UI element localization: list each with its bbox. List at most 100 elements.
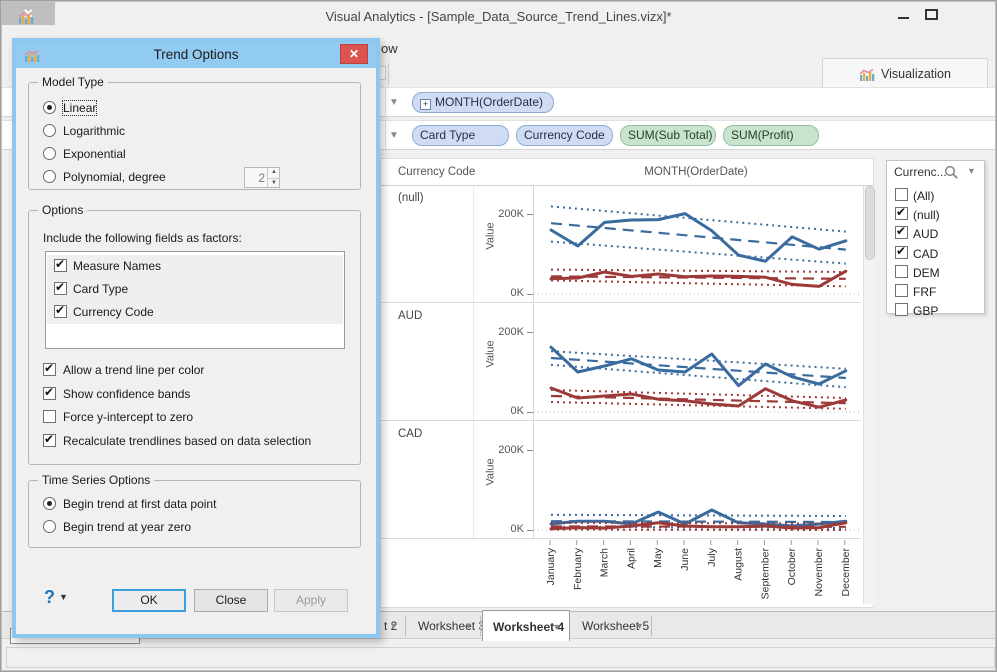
shelf-dropdown-icon[interactable]: ▼ bbox=[389, 97, 399, 108]
checkbox-label[interactable]: Show confidence bands bbox=[63, 386, 191, 401]
radio-unselected[interactable] bbox=[43, 520, 56, 533]
search-icon[interactable] bbox=[944, 165, 959, 180]
spinner-up-icon[interactable]: ▲ bbox=[271, 169, 277, 175]
panel-plot-AUD[interactable] bbox=[533, 304, 859, 421]
checkbox-unchecked[interactable] bbox=[895, 284, 908, 297]
window-title: Visual Analytics - [Sample_Data_Source_T… bbox=[325, 9, 672, 24]
radio-label[interactable]: Polynomial, degree bbox=[63, 170, 166, 184]
radio-unselected[interactable] bbox=[43, 124, 56, 137]
checkbox-checked[interactable]: ✔ bbox=[895, 205, 908, 221]
checkbox-unchecked[interactable] bbox=[895, 264, 908, 278]
worksheet-tab-t-2[interactable]: t 2 ▼ bbox=[374, 612, 406, 640]
radio-label[interactable]: Begin trend at first data point bbox=[63, 497, 217, 511]
svg-text:May: May bbox=[652, 547, 664, 568]
factors-label: Include the following fields as factors: bbox=[43, 231, 242, 245]
pill-currency-code[interactable]: Currency Code bbox=[516, 125, 613, 146]
worksheet-tab-worksheet-5[interactable]: Worksheet 5 ▼ bbox=[572, 612, 652, 640]
svg-text:March: March bbox=[599, 548, 611, 577]
pill-sum-sub-total-[interactable]: SUM(Sub Total) bbox=[620, 125, 716, 146]
checkbox-checked[interactable]: ✔ bbox=[54, 303, 67, 318]
maximize-button[interactable] bbox=[918, 2, 944, 26]
filter-item-label: AUD bbox=[913, 227, 939, 242]
close-button[interactable]: ✕ bbox=[2, 2, 55, 25]
checkbox-label[interactable]: Recalculate trendlines based on data sel… bbox=[63, 433, 312, 448]
check-icon: ✔ bbox=[896, 243, 907, 258]
checkbox-unchecked[interactable] bbox=[895, 188, 908, 201]
apply-button[interactable]: Apply bbox=[274, 589, 348, 612]
dialog-logo-icon bbox=[24, 47, 40, 63]
tab-visualization-label: Visualization bbox=[881, 67, 951, 81]
filter-item-null[interactable]: ✔ (null) bbox=[887, 205, 984, 225]
filter-item-dem[interactable]: DEM bbox=[887, 264, 984, 283]
panel-plot-CAD[interactable] bbox=[533, 422, 859, 539]
filter-item-cad[interactable]: ✔ CAD bbox=[887, 243, 984, 264]
factor-row-measure-names[interactable]: ✔ Measure Names bbox=[47, 255, 343, 278]
pill-label: SUM(Sub Total) bbox=[628, 128, 713, 142]
panel-plot-(null)[interactable] bbox=[533, 186, 859, 303]
factor-row-card-type[interactable]: ✔ Card Type bbox=[47, 278, 343, 301]
radio-label[interactable]: Exponential bbox=[63, 147, 126, 161]
close-dialog-button[interactable]: Close bbox=[194, 589, 268, 612]
radio-label[interactable]: Linear bbox=[61, 100, 98, 116]
checkbox-checked[interactable]: ✔ bbox=[54, 257, 67, 272]
factors-listbox[interactable]: ✔ Measure Names ✔ Card Type ✔ Currency Code bbox=[45, 251, 345, 349]
chart-vertical-scrollbar[interactable] bbox=[863, 186, 875, 604]
filter-item-gbp[interactable]: GBP bbox=[887, 302, 984, 321]
y-tick-mark bbox=[527, 214, 533, 215]
checkbox-unchecked[interactable] bbox=[43, 410, 56, 423]
pill-label: MONTH(OrderDate) bbox=[435, 95, 544, 109]
svg-text:April: April bbox=[625, 548, 637, 569]
y-tick-mark bbox=[527, 412, 533, 413]
options-legend: Options bbox=[38, 203, 88, 217]
scrollbar-thumb[interactable] bbox=[865, 186, 875, 260]
filter-item-all[interactable]: (All) bbox=[887, 187, 984, 206]
dialog-title-bar[interactable]: Trend Options ✕ bbox=[16, 42, 376, 68]
tab-dropdown-icon[interactable]: ▼ bbox=[552, 622, 561, 632]
factor-row-currency-code[interactable]: ✔ Currency Code bbox=[47, 301, 343, 324]
checkbox-checked[interactable]: ✔ bbox=[895, 224, 908, 240]
y-tick-label: 0K bbox=[510, 287, 524, 299]
minimize-button[interactable] bbox=[890, 2, 916, 26]
minimize-icon bbox=[898, 17, 909, 19]
radio-unselected[interactable] bbox=[43, 170, 56, 183]
checkbox-unchecked[interactable] bbox=[895, 303, 908, 317]
polynomial-degree-spinner[interactable]: 2 ▲ ▼ bbox=[244, 167, 280, 188]
radio-selected[interactable] bbox=[43, 497, 56, 510]
help-menu-button[interactable]: ? ▼ bbox=[44, 587, 68, 608]
checkbox-checked[interactable]: ✔ bbox=[43, 385, 56, 400]
pill-month-orderdate-[interactable]: + MONTH(OrderDate) bbox=[412, 92, 555, 113]
tab-dropdown-icon[interactable]: ▼ bbox=[389, 621, 398, 631]
expand-icon[interactable]: + bbox=[420, 99, 431, 110]
checkbox-checked[interactable]: ✔ bbox=[895, 243, 908, 259]
checkbox-label[interactable]: Force y-intercept to zero bbox=[63, 410, 194, 424]
spinner-down-icon[interactable]: ▼ bbox=[268, 178, 280, 187]
worksheet-tab-worksheet-4[interactable]: Worksheet 4 ▼ bbox=[482, 610, 570, 641]
spinner-value: 2 bbox=[258, 171, 265, 185]
menu-bar-fragment[interactable]: ow bbox=[381, 41, 398, 56]
model-type-group: Model Type Linear Logarithmic Exponential P… bbox=[28, 75, 361, 190]
filter-item-aud[interactable]: ✔ AUD bbox=[887, 224, 984, 244]
tab-dropdown-icon[interactable]: ▼ bbox=[464, 621, 473, 631]
worksheet-tab-worksheet-3[interactable]: Worksheet 3 ▼ bbox=[408, 612, 485, 640]
worksheet-tab-label: Worksheet 5 bbox=[582, 619, 650, 633]
radio-unselected[interactable] bbox=[43, 147, 56, 160]
filter-dropdown-icon[interactable]: ▼ bbox=[967, 166, 976, 176]
model-type-legend: Model Type bbox=[38, 75, 108, 89]
ok-button[interactable]: OK bbox=[112, 589, 186, 612]
shelf-dropdown-icon[interactable]: ▼ bbox=[389, 130, 399, 141]
radio-selected[interactable] bbox=[43, 101, 56, 114]
checkbox-checked[interactable]: ✔ bbox=[54, 280, 67, 295]
tab-visualization[interactable]: Visualization bbox=[822, 58, 988, 88]
maximize-icon bbox=[925, 9, 938, 20]
worksheet-tab-label: t 2 bbox=[384, 619, 398, 633]
dialog-close-button[interactable]: ✕ bbox=[340, 44, 368, 64]
radio-label[interactable]: Logarithmic bbox=[63, 124, 126, 138]
checkbox-label[interactable]: Allow a trend line per color bbox=[63, 363, 205, 377]
checkbox-checked[interactable]: ✔ bbox=[43, 432, 56, 447]
filter-item-frf[interactable]: FRF bbox=[887, 283, 984, 302]
pill-card-type[interactable]: Card Type bbox=[412, 125, 509, 146]
checkbox-checked[interactable]: ✔ bbox=[43, 361, 56, 376]
tab-dropdown-icon[interactable]: ▼ bbox=[635, 621, 644, 631]
radio-label[interactable]: Begin trend at year zero bbox=[63, 520, 192, 534]
pill-sum-profit-[interactable]: SUM(Profit) bbox=[723, 125, 819, 146]
